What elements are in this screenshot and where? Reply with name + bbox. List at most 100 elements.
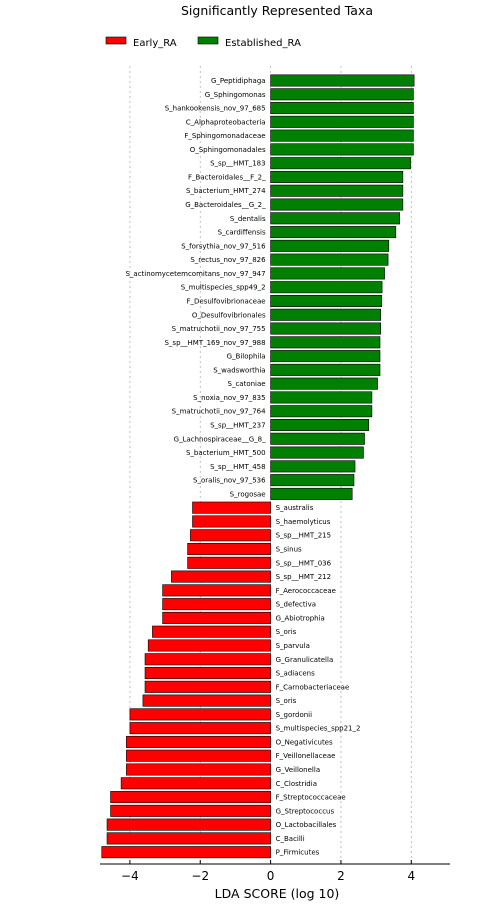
bar-label: S_rogosae <box>230 490 266 498</box>
bar <box>129 708 271 721</box>
bar-label: G_Bilophila <box>227 353 266 361</box>
bar <box>152 625 271 638</box>
bar-label: S_parvula <box>276 642 310 650</box>
bar-label: G_Veillonella <box>276 766 321 774</box>
bar <box>270 281 383 294</box>
bar <box>270 102 414 115</box>
bar-label: P_Firmicutes <box>276 849 320 857</box>
bar-label: G_Abiotrophia <box>276 614 325 622</box>
bar <box>120 777 271 790</box>
bar <box>270 253 389 266</box>
bar-label: S_sp__HMT_169_nov_97_988 <box>164 339 265 347</box>
bar <box>190 529 271 542</box>
bar <box>126 763 271 776</box>
bar-label: S_cardiffensis <box>218 229 266 237</box>
bar <box>171 570 271 583</box>
bar-label: S_adiacens <box>276 670 316 678</box>
bar <box>270 88 414 101</box>
bar <box>144 667 271 680</box>
bar <box>270 143 414 156</box>
bar-label: O_Desulfovibrionales <box>192 311 266 319</box>
bar-label: S_sp__HMT_212 <box>276 573 331 581</box>
bar-label: F_Bacteroidales__F_2_ <box>188 173 266 181</box>
x-tick-label: −2 <box>191 869 209 883</box>
bar <box>270 157 411 170</box>
bar-label: S_matruchotii_nov_97_764 <box>172 408 266 416</box>
bar-label: S_catoniae <box>228 380 266 388</box>
bar-label: S_rectus_nov_97_826 <box>190 256 266 264</box>
bar <box>110 791 271 804</box>
bar <box>270 391 373 404</box>
bar <box>144 680 271 693</box>
bar <box>270 170 404 183</box>
bar <box>270 418 370 431</box>
legend-swatch-early-ra <box>105 36 127 45</box>
bar-label: F_Aerococcaceae <box>276 587 336 595</box>
bar-label: G_Lachnospiraceae__G_8_ <box>174 435 266 443</box>
bar <box>270 184 404 197</box>
bar-label: C_Alphaproteobacteria <box>186 118 266 126</box>
bar <box>270 432 365 445</box>
bar-label: O_Lactobacillales <box>276 821 337 829</box>
bar <box>270 74 415 87</box>
bar <box>270 267 385 280</box>
bar-label: C_Bacilli <box>276 835 305 843</box>
bar <box>126 735 271 748</box>
bar-label: S_sinus <box>276 546 302 554</box>
bar <box>126 749 271 762</box>
bar-label: G_Bacteroidales__G_2_ <box>185 201 266 209</box>
x-tick-label: 2 <box>337 869 345 883</box>
bar <box>270 212 400 225</box>
bar-label: S_gordonii <box>276 711 313 719</box>
bar-label: S_oris <box>276 697 297 705</box>
bar <box>270 129 414 142</box>
bar <box>270 226 397 239</box>
bar-label: S_bacterium_HMT_500 <box>186 449 266 457</box>
bar <box>270 377 378 390</box>
bar <box>147 639 271 652</box>
x-tick-label: −4 <box>121 869 139 883</box>
bar-label: S_noxia_nov_97_835 <box>193 394 265 402</box>
legend: Early_RA Established_RA <box>105 36 301 49</box>
bar <box>270 405 373 418</box>
bar-labels: G_Peptidiphaga G_Sphingomonas S_hankookens… <box>125 77 360 857</box>
bar <box>142 694 271 707</box>
bar-label: S_actinomycetemcomitans_nov_97_947 <box>125 270 265 278</box>
bar <box>162 584 271 597</box>
bar-label: O_Negativicutes <box>276 738 333 746</box>
bar-label: F_Carnobacteriaceae <box>276 683 350 691</box>
bar <box>270 363 381 376</box>
bar <box>192 515 271 528</box>
bar <box>270 115 414 128</box>
legend-swatch-established-ra <box>197 36 219 45</box>
bar <box>270 294 383 307</box>
bar-label: C_Clostridia <box>276 780 317 788</box>
bars <box>101 74 415 859</box>
bar-label: S_sp__HMT_215 <box>276 532 331 540</box>
x-axis: −4 −2 0 2 4 <box>100 860 450 883</box>
bar-label: S_hankookensis_nov_97_685 <box>165 105 266 113</box>
bar <box>270 350 381 363</box>
x-tick-label: 0 <box>267 869 275 883</box>
bar <box>270 308 382 321</box>
bar <box>270 322 382 335</box>
bar-label: S_dentalis <box>230 215 266 223</box>
bar <box>192 501 271 514</box>
bar <box>270 198 404 211</box>
bar <box>270 446 364 459</box>
x-tick-label: 4 <box>407 869 415 883</box>
bar-label: S_defectiva <box>276 601 316 609</box>
bar <box>162 598 271 611</box>
bar-label: S_matruchotii_nov_97_755 <box>172 325 266 333</box>
bar-label: F_Desulfovibrionaceae <box>186 297 265 305</box>
bar <box>270 487 353 500</box>
chart-title: Significantly Represented Taxa <box>181 3 373 18</box>
bar <box>187 556 271 569</box>
bar <box>101 846 271 859</box>
bar-label: S_forsythia_nov_97_516 <box>181 242 266 250</box>
bar-label: S_australis <box>276 504 314 512</box>
bar-label: S_haemolyticus <box>276 518 331 526</box>
bar-label: S_wadsworthia <box>213 366 265 374</box>
bar <box>106 832 271 845</box>
